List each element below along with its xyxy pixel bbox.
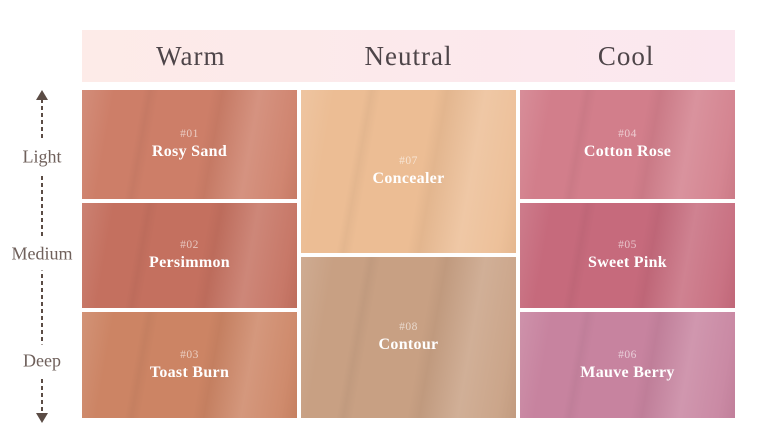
- shade-name: Persimmon: [149, 254, 230, 271]
- swatch-label: #02 Persimmon: [149, 239, 230, 272]
- shade-number: #02: [180, 239, 199, 251]
- swatch-label: #01 Rosy Sand: [152, 128, 227, 161]
- shade-name: Rosy Sand: [151, 143, 228, 160]
- swatch-mauve-berry: #06 Mauve Berry: [520, 312, 735, 418]
- shade-number: #03: [180, 348, 199, 361]
- swatch-label: #04 Cotton Rose: [584, 128, 671, 161]
- shade-name: Toast Burn: [149, 363, 230, 381]
- shade-name: Mauve Berry: [580, 363, 675, 381]
- depth-label-light: Light: [21, 140, 63, 174]
- shade-number: #07: [399, 155, 418, 167]
- swatch-label: #08 Contour: [379, 321, 439, 354]
- tone-header-row: Warm Neutral Cool: [82, 30, 735, 82]
- swatch-label: #06 Mauve Berry: [580, 349, 674, 382]
- shade-number: #05: [618, 239, 637, 251]
- depth-label-medium: Medium: [10, 237, 74, 271]
- shade-number: #04: [618, 128, 637, 140]
- shade-number: #01: [180, 128, 199, 140]
- depth-label-deep: Deep: [22, 344, 62, 378]
- swatch-sweet-pink: #05 Sweet Pink: [520, 203, 735, 308]
- swatch-toast-burn: #03 Toast Burn: [82, 312, 297, 418]
- swatch-rosy-sand: #01 Rosy Sand: [82, 90, 297, 199]
- shade-name: Cotton Rose: [583, 143, 672, 160]
- shade-name: Sweet Pink: [588, 254, 667, 271]
- tone-header-cool: Cool: [597, 40, 655, 71]
- swatch-persimmon: #02 Persimmon: [82, 203, 297, 308]
- swatch-label: #05 Sweet Pink: [588, 239, 667, 272]
- shade-number: #06: [618, 348, 637, 361]
- swatch-label: #07 Concealer: [372, 155, 444, 188]
- shade-number: #08: [399, 321, 418, 333]
- tone-header-neutral: Neutral: [364, 40, 453, 71]
- tone-header-warm: Warm: [156, 40, 226, 71]
- shade-name: Concealer: [372, 170, 445, 187]
- swatch-contour: #08 Contour: [301, 257, 516, 418]
- arrow-up-icon: [36, 90, 48, 100]
- shade-name: Contour: [378, 336, 439, 353]
- swatch-concealer: #07 Concealer: [301, 90, 516, 253]
- arrow-down-icon: [36, 413, 48, 423]
- swatch-label: #03 Toast Burn: [150, 349, 229, 382]
- swatch-cotton-rose: #04 Cotton Rose: [520, 90, 735, 199]
